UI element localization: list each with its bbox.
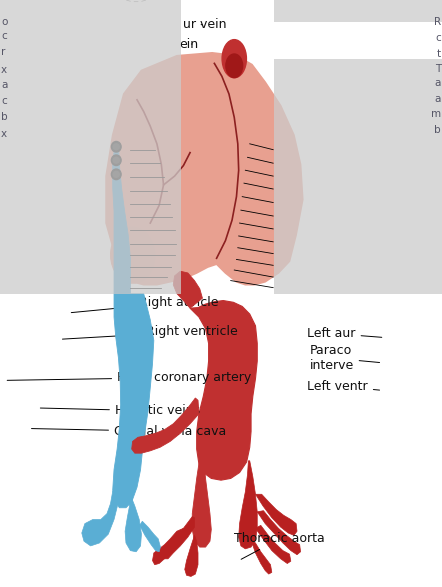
Text: b: b (1, 112, 8, 123)
Polygon shape (192, 464, 211, 547)
Polygon shape (190, 301, 257, 480)
Text: o: o (1, 17, 7, 28)
Text: Right ventricle: Right ventricle (62, 325, 238, 339)
Polygon shape (160, 517, 194, 559)
Text: Right auricle: Right auricle (71, 296, 219, 313)
Ellipse shape (113, 144, 119, 150)
Ellipse shape (113, 157, 119, 163)
Text: R: R (434, 17, 441, 28)
Text: c: c (1, 31, 7, 42)
Polygon shape (113, 144, 130, 294)
Text: Right coronary artery: Right coronary artery (7, 371, 251, 384)
Text: a: a (435, 78, 441, 89)
Ellipse shape (222, 40, 247, 78)
Text: Hepatic veins: Hepatic veins (40, 404, 200, 417)
Bar (0, 0, 181, 294)
Polygon shape (106, 53, 303, 285)
Text: ur vein: ur vein (183, 18, 227, 31)
Polygon shape (140, 521, 160, 552)
Polygon shape (173, 271, 202, 308)
Text: Caudal vena cava: Caudal vena cava (31, 425, 226, 438)
Text: Left ventr: Left ventr (307, 380, 380, 393)
Polygon shape (239, 461, 257, 549)
Text: t: t (437, 49, 441, 59)
Polygon shape (251, 540, 272, 574)
Polygon shape (257, 511, 301, 555)
Bar (274, 59, 442, 294)
Text: Left aur: Left aur (307, 327, 382, 340)
Text: ein: ein (179, 38, 198, 50)
Text: a: a (1, 80, 7, 90)
Text: c: c (1, 96, 7, 106)
Ellipse shape (226, 54, 243, 77)
Ellipse shape (111, 169, 121, 180)
Ellipse shape (110, 227, 155, 284)
Text: r: r (1, 46, 5, 57)
Polygon shape (113, 294, 154, 508)
Text: b: b (434, 125, 441, 136)
Text: c: c (435, 33, 441, 43)
Ellipse shape (111, 141, 121, 152)
Text: T: T (435, 64, 441, 75)
Ellipse shape (111, 155, 121, 166)
Text: x: x (1, 65, 7, 76)
Ellipse shape (113, 171, 119, 177)
Bar (274, 0, 442, 22)
Polygon shape (185, 535, 198, 576)
Polygon shape (255, 494, 297, 535)
Text: Thoracic aorta: Thoracic aorta (234, 532, 325, 559)
Text: a: a (435, 93, 441, 104)
Polygon shape (152, 528, 183, 565)
Polygon shape (125, 494, 141, 552)
Text: Paraco
interve: Paraco interve (309, 344, 380, 372)
Polygon shape (132, 398, 199, 453)
Text: x: x (1, 129, 7, 139)
Polygon shape (82, 490, 118, 546)
Text: m: m (431, 109, 441, 120)
Polygon shape (255, 525, 291, 564)
